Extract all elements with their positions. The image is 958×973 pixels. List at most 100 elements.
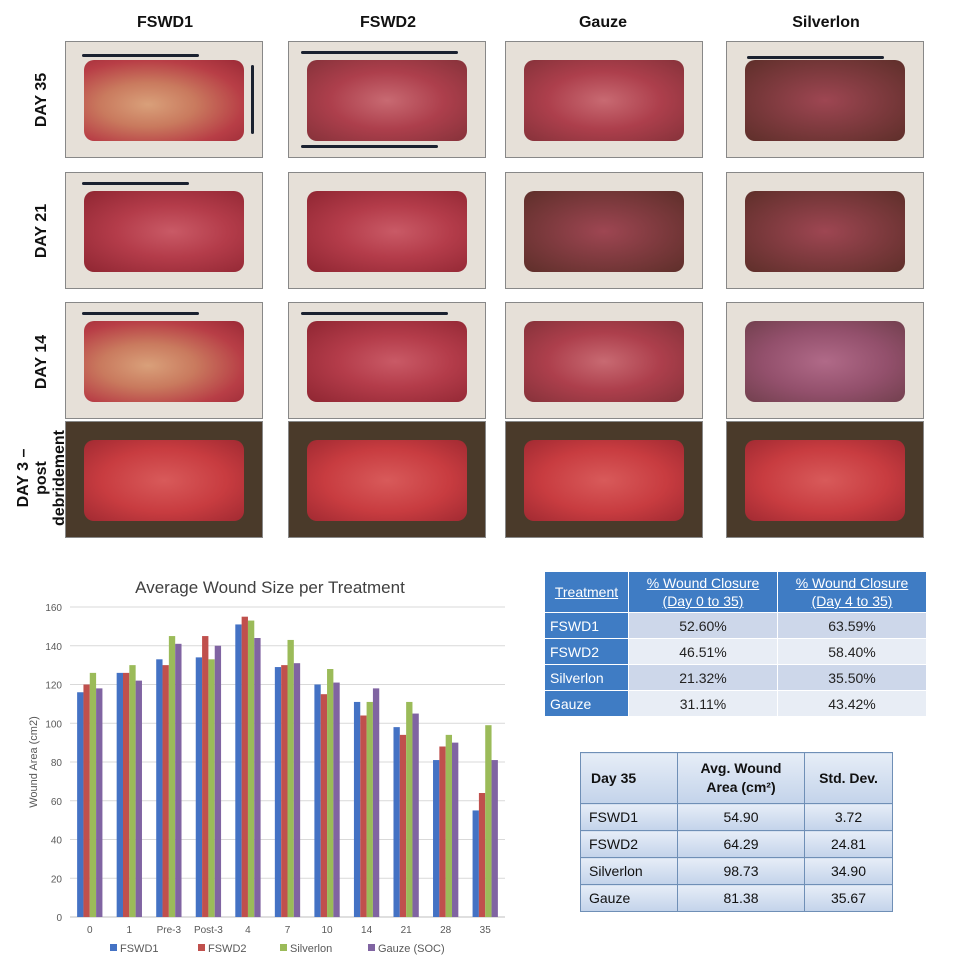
bar — [129, 665, 136, 917]
legend-label: FSWD2 — [208, 943, 247, 955]
bar — [478, 793, 486, 917]
bar — [214, 645, 222, 917]
size-header-avg-area: Avg. Wound Area (cm²) — [677, 752, 805, 804]
table-row: Gauze 81.38 35.67 — [580, 884, 893, 912]
wound-photo-fswd1-day35 — [65, 41, 263, 158]
closure-treatment-name: Silverlon — [544, 664, 629, 691]
y-tick-label: 20 — [51, 874, 63, 885]
wound-photo-silverlon-day14 — [726, 302, 924, 419]
wound-photo-silverlon-day35 — [726, 41, 924, 158]
row-label-day3: DAY 3 – post debridement — [15, 429, 69, 526]
bar — [116, 672, 123, 917]
legend-swatch — [368, 944, 375, 951]
x-tick-label: Post-3 — [194, 925, 223, 936]
table-row: Gauze 31.11% 43.42% — [544, 690, 927, 717]
size-avg-value: 81.38 — [677, 884, 805, 912]
bar — [399, 734, 407, 917]
wound-photo-fswd2-day14 — [288, 302, 486, 419]
bar — [175, 643, 182, 917]
closure-treatment-name: FSWD1 — [544, 612, 629, 639]
x-tick-label: 7 — [285, 925, 291, 936]
bar — [287, 639, 294, 917]
wound-photo-gauze-day14 — [505, 302, 703, 419]
table-row: FSWD2 46.51% 58.40% — [544, 638, 927, 665]
x-tick-label: 1 — [127, 925, 133, 936]
row-label-day14: DAY 14 — [33, 334, 51, 390]
table-row: FSWD1 54.90 3.72 — [580, 803, 893, 831]
x-tick-label: 14 — [361, 925, 373, 936]
column-header-silverlon: Silverlon — [792, 14, 860, 31]
bar — [122, 672, 130, 917]
bar — [96, 688, 103, 917]
table-row: Silverlon 98.73 34.90 — [580, 857, 893, 885]
bar — [412, 713, 419, 917]
column-header-fswd1: FSWD1 — [137, 14, 193, 31]
x-tick-label: 0 — [87, 925, 93, 936]
bar — [168, 636, 176, 917]
wound-size-bar-chart: 0 20 40 60 80 100 120 140 160 Wound Area (cm2) 0 1 P… — [28, 603, 505, 955]
bar — [393, 727, 400, 917]
size-std-value: 34.90 — [804, 857, 893, 885]
size-treatment-name: Gauze — [580, 884, 678, 912]
bar — [333, 682, 340, 917]
bar — [327, 669, 334, 917]
bar — [406, 701, 413, 917]
bar — [353, 701, 361, 917]
x-tick-label: 21 — [401, 925, 413, 936]
size-avg-value: 54.90 — [677, 803, 805, 831]
closure-treatment-name: Gauze — [544, 690, 629, 717]
y-tick-label: 60 — [51, 797, 63, 808]
bar — [372, 688, 380, 917]
size-header-std-dev: Std. Dev. — [804, 752, 893, 804]
y-tick-label: 80 — [51, 758, 63, 769]
bar — [293, 663, 301, 917]
size-std-value: 24.81 — [804, 830, 893, 858]
bar — [235, 624, 242, 917]
wound-photo-fswd2-day35 — [288, 41, 486, 158]
bar — [452, 742, 459, 917]
closure-value: 31.11% — [628, 690, 778, 717]
bar — [254, 638, 261, 917]
closure-header-day0-35: % Wound Closure (Day 0 to 35) — [628, 571, 778, 613]
y-tick-label: 0 — [56, 913, 62, 924]
bar — [314, 684, 321, 917]
bar — [202, 636, 209, 917]
closure-value: 52.60% — [628, 612, 778, 639]
legend-swatch — [198, 944, 205, 951]
bar — [195, 657, 203, 917]
bar — [162, 665, 169, 917]
wound-photo-fswd1-day21 — [65, 172, 263, 289]
bar — [491, 760, 498, 917]
row-label-day21: DAY 21 — [33, 203, 51, 259]
legend-swatch — [280, 944, 287, 951]
wound-photo-gauze-day21 — [505, 172, 703, 289]
y-tick-label: 160 — [45, 603, 62, 614]
closure-value: 21.32% — [628, 664, 778, 691]
legend-label: Gauze (SOC) — [378, 943, 445, 955]
size-avg-value: 98.73 — [677, 857, 805, 885]
bar — [89, 672, 97, 917]
closure-header-treatment: Treatment — [544, 571, 629, 613]
bar — [241, 616, 248, 917]
closure-value: 46.51% — [628, 638, 778, 665]
legend-swatch — [110, 944, 117, 951]
bar — [156, 659, 163, 917]
bar — [433, 760, 440, 917]
column-header-fswd2: FSWD2 — [360, 14, 416, 31]
bar — [366, 701, 373, 917]
wound-photo-fswd2-day3 — [288, 421, 486, 538]
bar — [208, 659, 215, 917]
x-tick-label: Pre-3 — [157, 925, 182, 936]
wound-photo-silverlon-day3 — [726, 421, 924, 538]
wound-photo-gauze-day35 — [505, 41, 703, 158]
bar — [247, 620, 255, 917]
table-row: FSWD1 52.60% 63.59% — [544, 612, 927, 639]
bar — [320, 694, 328, 917]
row-label-day35: DAY 35 — [33, 72, 51, 128]
size-std-value: 3.72 — [804, 803, 893, 831]
closure-treatment-name: FSWD2 — [544, 638, 629, 665]
size-treatment-name: Silverlon — [580, 857, 678, 885]
bar — [485, 725, 492, 917]
bar — [445, 734, 453, 917]
day35-wound-size-table: Day 35 Avg. Wound Area (cm²) Std. Dev. F… — [580, 752, 893, 912]
